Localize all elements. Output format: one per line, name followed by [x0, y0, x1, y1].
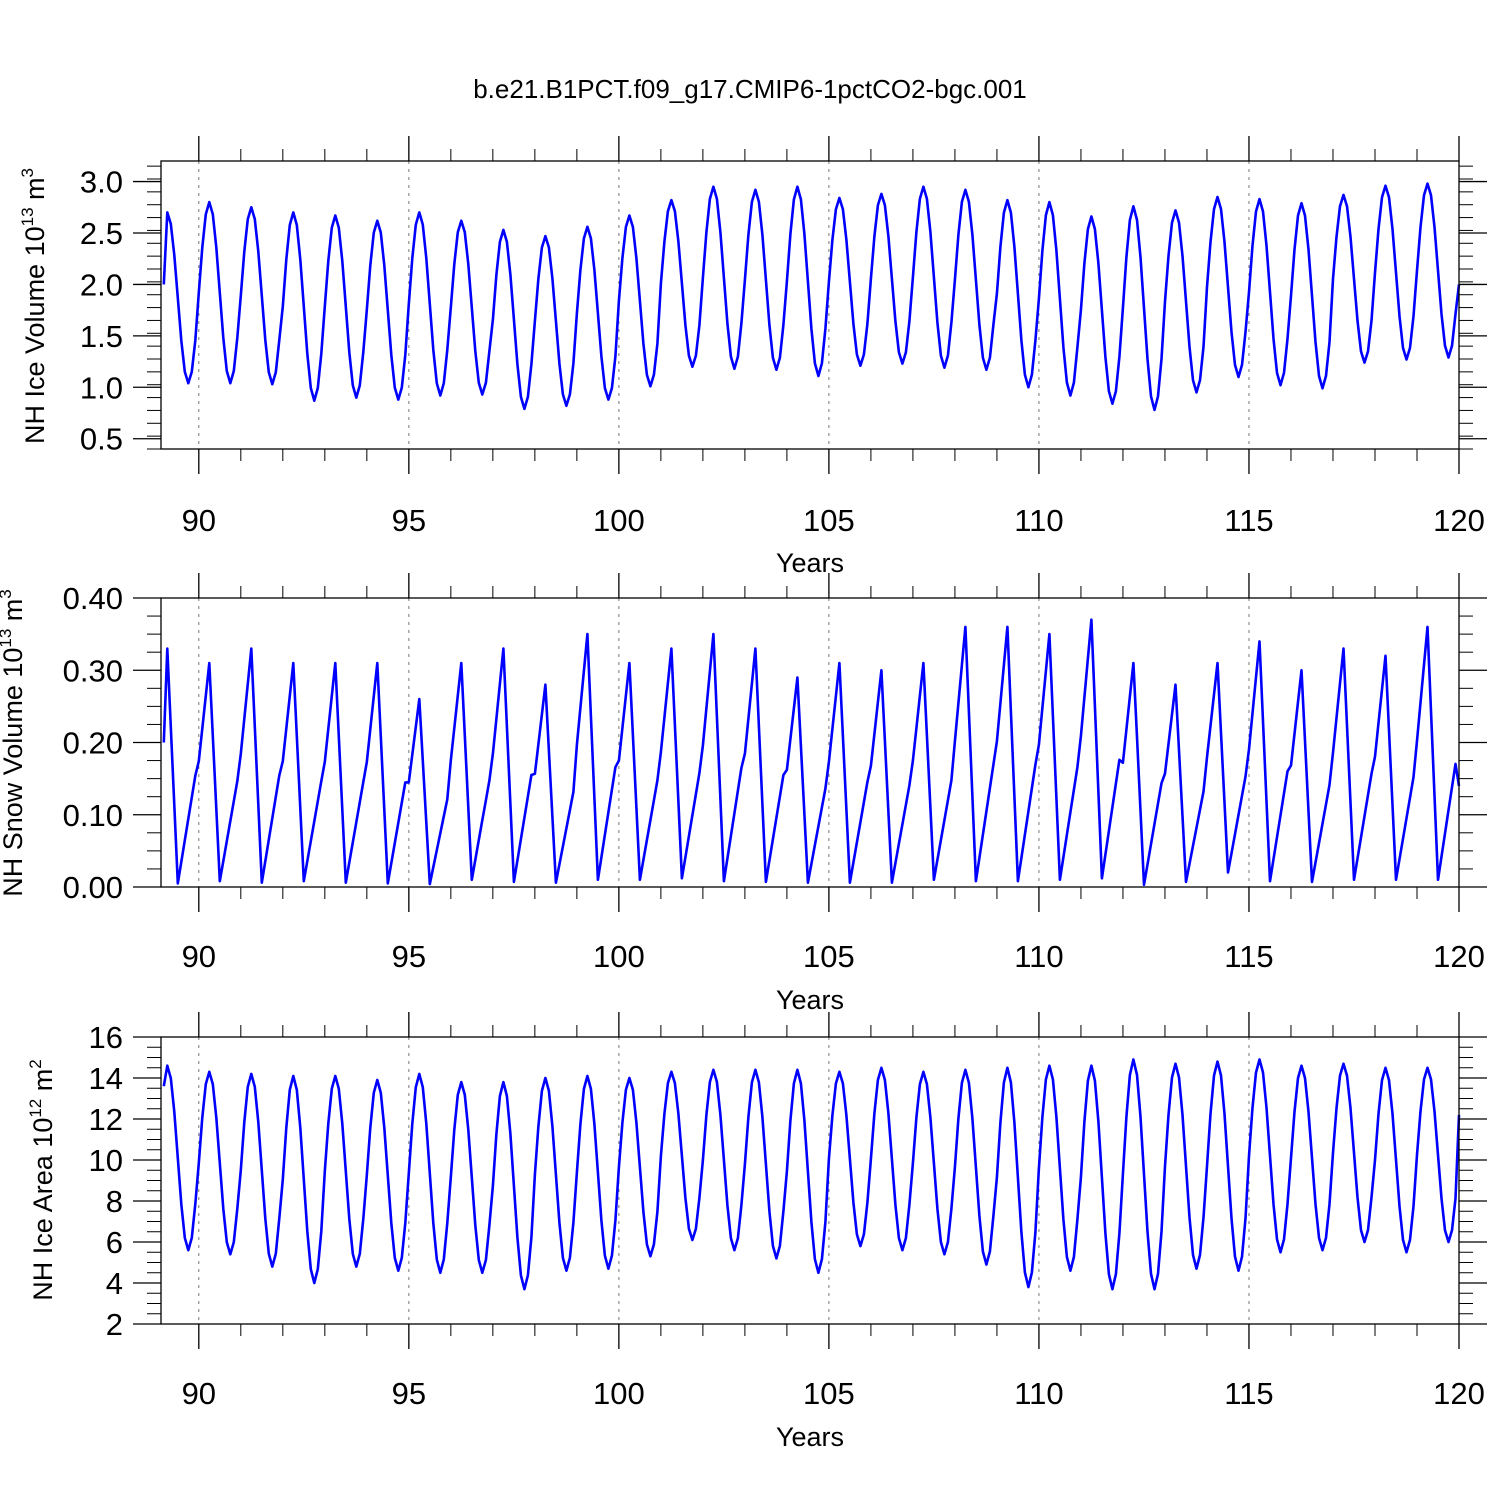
snow-volume-xtick-label: 100	[593, 939, 645, 974]
ice-area-ytick-label: 6	[106, 1225, 123, 1260]
ice-volume-xtick-label: 120	[1433, 503, 1485, 538]
ice-volume-ytick-label: 0.5	[80, 422, 123, 457]
snow-volume-ytick-label: 0.30	[63, 653, 123, 688]
ice-volume-xtick-label: 95	[392, 503, 426, 538]
panel-snow-volume: 90 95 100 105 110 115 1200.000.100.200.300.40 …	[0, 573, 1487, 1015]
snow-volume-xtick-label: 115	[1224, 939, 1273, 974]
panel-ice-volume: 90 95 100 105 110 115 120 0.5 1.0 1.5 2.0 2.5 3.0 Ye…	[18, 136, 1487, 578]
panel-ice-area: 90 95 100 105 110 115 120 2 4 6 8 10 12 14 16 Years NH…	[26, 1012, 1487, 1452]
ice-area-xtick-label: 105	[803, 1376, 855, 1411]
snow-volume-ytick-label: 0.40	[63, 581, 123, 616]
ice-area-plot: 90 95 100 105 110 115 120 2 4 6 8 10 12 14 16	[89, 1012, 1487, 1411]
snow-volume-xtick-label: 90	[182, 939, 216, 974]
snow-volume-plot: 90 95 100 105 110 115 120 0.00 0.10 0.20 0.30 0.40	[63, 573, 1487, 974]
figure-title: b.e21.B1PCT.f09_g17.CMIP6-1pctCO2-bgc.00…	[473, 74, 1027, 104]
ice-area-ytick-label: 8	[106, 1184, 123, 1219]
ice-area-ytick-label: 12	[89, 1102, 123, 1137]
ice-volume-ytick-label: 1.0	[80, 370, 123, 405]
ice-volume-xtick-label: 100	[593, 503, 645, 538]
ice-volume-xtick-label: 105	[803, 503, 855, 538]
ice-volume-series-line	[162, 182, 1461, 412]
snow-volume-xtick-label: 105	[803, 939, 855, 974]
snow-volume-xtick-label: 95	[392, 939, 426, 974]
ice-volume-xtick-label: 115	[1224, 503, 1273, 538]
ice-volume-ytick-label: 3.0	[80, 165, 123, 200]
ice-area-ytick-label: 10	[89, 1143, 123, 1178]
ice-area-xtick-label: 95	[392, 1376, 426, 1411]
ice-volume-frame	[160, 160, 1460, 450]
ice-area-ytick-label: 2	[106, 1307, 123, 1342]
ice-volume-xtick-label: 90	[182, 503, 216, 538]
ice-area-ylabel: NH Ice Area 1012 m2	[26, 1059, 58, 1300]
snow-volume-xtick-label: 110	[1014, 939, 1063, 974]
snow-volume-ylabel: NH Snow Volume 1013 m3	[0, 589, 28, 897]
ice-volume-ytick-label: 2.0	[80, 267, 123, 302]
ice-volume-plot: 90 95 100 105 110 115 120 0.5 1.0 1.5 2.0 2.5 3.0	[80, 136, 1487, 538]
ice-volume-ytick-label: 1.5	[80, 319, 123, 354]
ice-volume-xlabel: Years	[776, 548, 844, 578]
ice-area-xtick-label: 100	[593, 1376, 645, 1411]
snow-volume-ytick-label: 0.00	[63, 870, 123, 905]
snow-volume-xtick-label: 120	[1433, 939, 1485, 974]
ice-area-ytick-label: 14	[89, 1061, 123, 1096]
ice-volume-xtick-label: 110	[1014, 503, 1063, 538]
snow-volume-ytick-label: 0.10	[63, 798, 123, 833]
ice-area-ytick-label: 4	[106, 1266, 123, 1301]
ice-area-xlabel: Years	[776, 1422, 844, 1452]
ice-volume-ytick-label: 2.5	[80, 216, 123, 251]
ice-area-xtick-label: 120	[1433, 1376, 1485, 1411]
ice-area-ytick-label: 16	[89, 1020, 123, 1055]
snow-volume-ytick-label: 0.20	[63, 726, 123, 761]
ice-volume-ylabel: NH Ice Volume 1013 m3	[18, 168, 50, 444]
snow-volume-series-line	[162, 618, 1461, 887]
snow-volume-xlabel: Years	[776, 985, 844, 1015]
ice-area-series-line	[162, 1058, 1461, 1291]
ice-area-xtick-label: 110	[1014, 1376, 1063, 1411]
ice-area-xtick-label: 90	[182, 1376, 216, 1411]
ice-area-xtick-label: 115	[1224, 1376, 1273, 1411]
